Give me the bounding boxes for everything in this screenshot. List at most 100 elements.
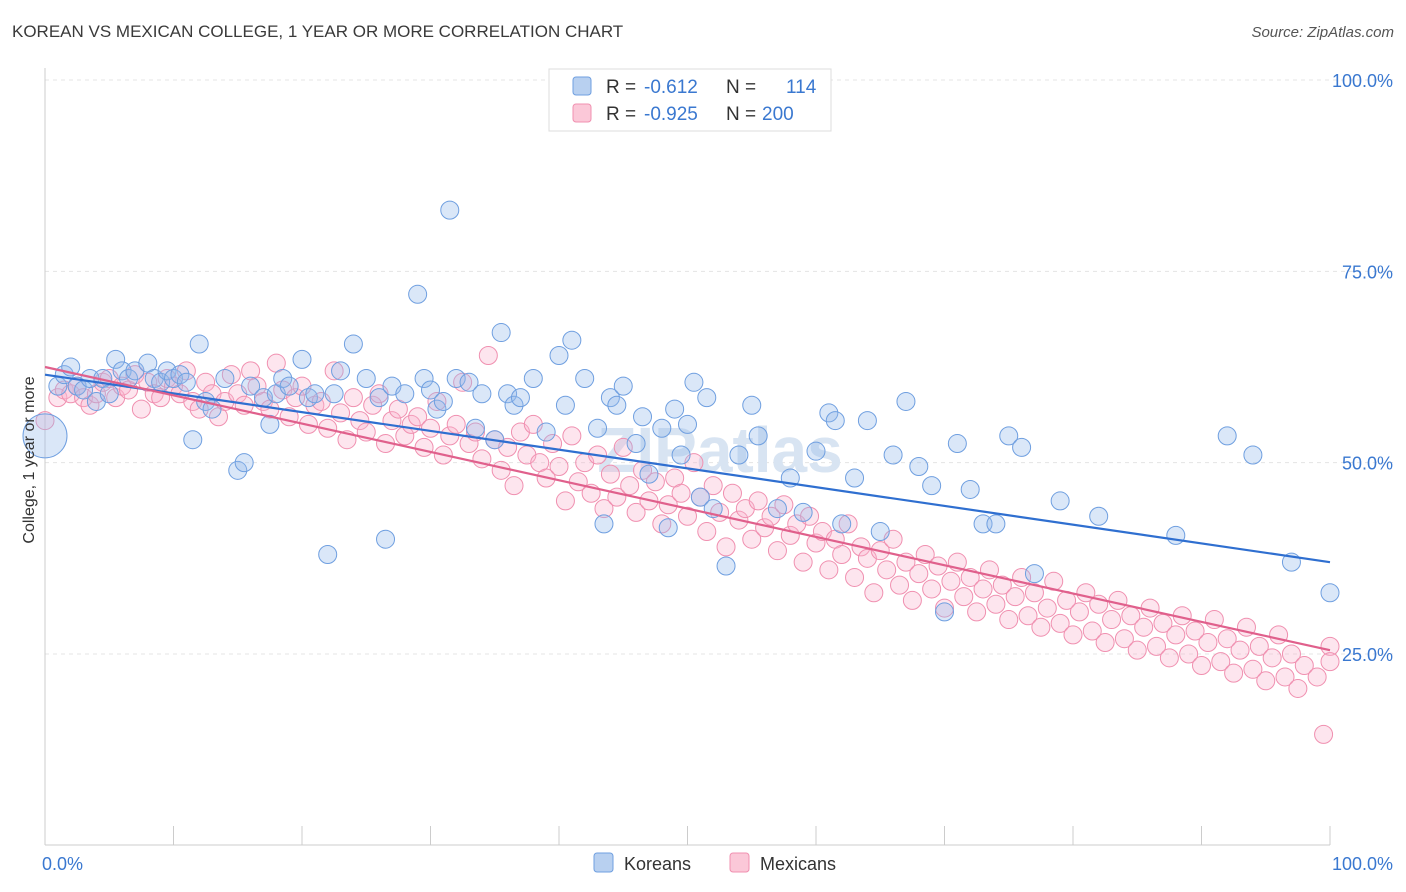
mexicans-point [793, 552, 813, 572]
mexicans-point [1198, 633, 1218, 653]
koreans-point [440, 200, 460, 220]
koreans-point [935, 602, 954, 622]
mexicans-point [1082, 621, 1102, 641]
koreans-point [896, 391, 916, 411]
koreans-point [305, 384, 325, 404]
mexicans-point [1192, 655, 1211, 675]
mexicans-point [1050, 613, 1070, 633]
koreans-point [575, 368, 595, 388]
koreans-point [555, 395, 575, 415]
koreans-point [1050, 491, 1070, 511]
koreans-point [356, 368, 376, 388]
koreans-point [331, 361, 351, 381]
y-axis-label: College, 1 year or more [21, 376, 38, 543]
mexicans-point [986, 594, 1006, 614]
mexicans-point [999, 610, 1019, 630]
x-tick-label: 0.0% [42, 854, 83, 874]
koreans-point [99, 384, 119, 404]
koreans-legend-swatch [593, 852, 614, 873]
koreans-point [260, 414, 280, 434]
koreans-point [999, 426, 1019, 446]
koreans-point [883, 445, 903, 465]
mexicans-point [819, 560, 839, 580]
koreans-point [767, 499, 787, 519]
koreans-point [947, 434, 967, 454]
mexicans-point [1102, 610, 1122, 630]
mexicans-point [1024, 583, 1044, 603]
y-tick-label: 75.0% [1342, 262, 1393, 282]
koreans-point [857, 411, 877, 431]
koreans-point [106, 349, 126, 369]
koreans-point [600, 388, 620, 408]
mexicans-point [890, 575, 910, 595]
mexicans-point [1005, 587, 1025, 607]
mexicans-point [954, 587, 974, 607]
mexicans-point [363, 395, 383, 415]
koreans-point [986, 514, 1006, 534]
mexicans-point [716, 537, 736, 557]
mexicans-point [832, 545, 852, 565]
koreans-point [909, 456, 929, 476]
mexicans-legend-label: Mexicans [760, 854, 836, 874]
koreans-point [588, 418, 608, 438]
mexicans-point [1179, 644, 1199, 664]
mexicans-point [1037, 598, 1057, 618]
koreans-point [1217, 426, 1237, 446]
mexicans-point [1256, 671, 1276, 691]
x-tick-label: 100.0% [1332, 854, 1393, 874]
mexicans-point [1114, 629, 1134, 649]
mexicans-point [1294, 655, 1314, 675]
koreans-point [228, 460, 248, 480]
mexicans-swatch [572, 103, 592, 123]
koreans-point [421, 380, 440, 400]
mexicans-point [491, 460, 511, 480]
mexicans-point [1275, 667, 1295, 687]
mexicans-point [864, 583, 884, 603]
mexicans-point [1243, 659, 1263, 679]
koreans-point [510, 388, 530, 408]
koreans-point [183, 430, 203, 450]
koreans-point [690, 487, 710, 507]
mexicans-point [742, 529, 762, 549]
mexicans-point [678, 506, 697, 526]
mexicans-point [1185, 621, 1205, 641]
mexicans-point [196, 372, 216, 392]
mexicans-point [845, 567, 865, 587]
mexicans-point [1320, 636, 1340, 656]
mexicans-point [504, 476, 524, 496]
koreans-point [433, 391, 453, 411]
koreans-point [697, 388, 717, 408]
koreans-point [922, 476, 942, 496]
mexicans-point [600, 464, 620, 484]
mexicans-point [1249, 636, 1269, 656]
koreans-point [241, 376, 261, 396]
koreans-point [832, 514, 852, 534]
mexicans-point [1069, 602, 1089, 622]
mexicans-point [626, 502, 646, 522]
koreans-point [369, 388, 389, 408]
trend-lines [44, 365, 1331, 652]
koreans-points [22, 200, 1340, 622]
mexicans-point [1063, 625, 1083, 645]
mexicans-point [703, 476, 723, 496]
koreans-point [742, 395, 762, 415]
mexicans-r-value: -0.925 [644, 104, 698, 125]
koreans-point [459, 372, 479, 392]
mexicans-point [1224, 663, 1244, 683]
koreans-point [176, 372, 196, 392]
mexicans-point [1166, 625, 1186, 645]
koreans-point [819, 403, 839, 423]
koreans-legend-label: Koreans [624, 854, 691, 874]
koreans-point [633, 407, 653, 427]
koreans-point [465, 418, 485, 438]
koreans-point [234, 453, 254, 473]
koreans-point [613, 376, 633, 396]
koreans-point [793, 502, 813, 522]
mexicans-point [1217, 629, 1237, 649]
koreans-point [395, 384, 415, 404]
mexicans-point [324, 361, 344, 381]
mexicans-point [131, 399, 151, 419]
y-tick-label: 25.0% [1342, 645, 1393, 665]
chart-title: KOREAN VS MEXICAN COLLEGE, 1 YEAR OR MOR… [12, 22, 624, 41]
